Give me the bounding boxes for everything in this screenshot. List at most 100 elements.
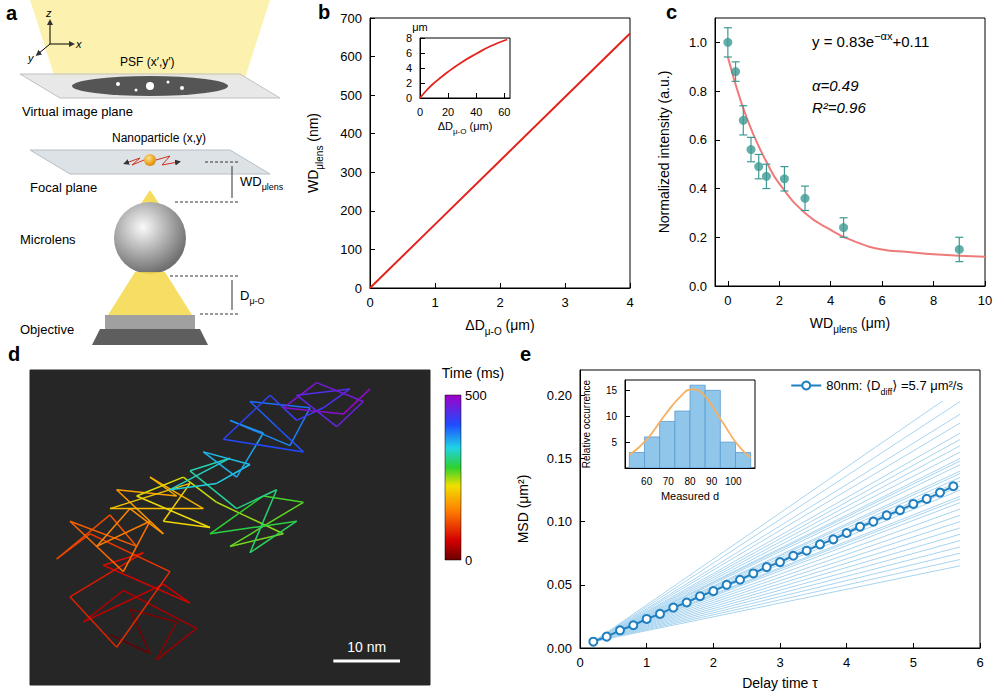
svg-text:0.15: 0.15	[547, 451, 572, 466]
svg-text:5: 5	[611, 437, 617, 448]
svg-text:3: 3	[776, 655, 783, 670]
svg-text:8: 8	[406, 32, 412, 44]
svg-text:500: 500	[465, 388, 487, 403]
svg-text:WD: WD	[305, 170, 321, 193]
svg-text:(μm): (μm)	[502, 317, 535, 333]
svg-text:100: 100	[340, 242, 362, 257]
svg-text:6: 6	[879, 293, 886, 308]
svg-text:100: 100	[725, 476, 742, 487]
svg-text:0.2: 0.2	[689, 230, 707, 245]
svg-text:1: 1	[431, 295, 438, 310]
svg-text:1.0: 1.0	[689, 35, 707, 50]
svg-text:(μm): (μm)	[466, 120, 492, 132]
svg-text:2: 2	[406, 77, 412, 89]
svg-text:Focal plane: Focal plane	[30, 180, 97, 195]
svg-text:0.6: 0.6	[689, 132, 707, 147]
svg-text:60: 60	[498, 106, 510, 118]
svg-text:0.10: 0.10	[547, 514, 572, 529]
svg-text:Relative occurrence: Relative occurrence	[581, 379, 592, 468]
svg-text:Microlens: Microlens	[20, 232, 76, 247]
svg-text:b: b	[318, 1, 330, 23]
svg-text:a: a	[6, 2, 18, 24]
svg-text:μ-O: μ-O	[453, 127, 467, 136]
svg-text:10: 10	[978, 293, 992, 308]
svg-text:0: 0	[576, 655, 583, 670]
svg-text:MSD (μm²): MSD (μm²)	[515, 475, 531, 544]
svg-text:6: 6	[406, 47, 412, 59]
svg-text:0: 0	[417, 106, 423, 118]
svg-text:0.05: 0.05	[547, 577, 572, 592]
svg-text:10: 10	[606, 411, 618, 422]
svg-text:600: 600	[340, 49, 362, 64]
svg-text:6: 6	[976, 655, 983, 670]
svg-text:4: 4	[406, 62, 412, 74]
svg-text:Normalized intensity (a.u.): Normalized intensity (a.u.)	[656, 71, 672, 234]
svg-text:y: y	[27, 52, 35, 64]
svg-text:2: 2	[496, 295, 503, 310]
svg-text:90: 90	[706, 476, 718, 487]
svg-text:8: 8	[930, 293, 937, 308]
svg-text:0.00: 0.00	[547, 641, 572, 656]
svg-text:Time (ms): Time (ms)	[442, 365, 504, 381]
svg-text:Dμ-O: Dμ-O	[240, 288, 265, 306]
svg-text:y = 0.83e: y = 0.83e	[812, 33, 874, 50]
svg-text:c: c	[666, 1, 677, 23]
svg-text:0: 0	[724, 293, 731, 308]
svg-text:Virtual image plane: Virtual image plane	[22, 104, 133, 119]
svg-text:(nm): (nm)	[305, 113, 321, 146]
svg-text:0: 0	[366, 295, 373, 310]
svg-text:400: 400	[340, 126, 362, 141]
svg-text:700: 700	[340, 11, 362, 26]
svg-text:80: 80	[684, 476, 696, 487]
svg-text:x: x	[75, 38, 82, 50]
svg-text:500: 500	[340, 88, 362, 103]
svg-text:0.0: 0.0	[689, 279, 707, 294]
svg-text:e: e	[520, 343, 531, 365]
svg-text:R²=0.96: R²=0.96	[812, 99, 866, 116]
svg-text:60: 60	[641, 476, 653, 487]
svg-text:d: d	[8, 343, 20, 365]
svg-text:WDμlens: WDμlens	[240, 174, 284, 192]
svg-text:α=0.49: α=0.49	[812, 77, 859, 94]
svg-text:WD: WD	[810, 315, 833, 331]
svg-text:μlens: μlens	[314, 146, 325, 170]
svg-text:Nanoparticle (x,y): Nanoparticle (x,y)	[112, 131, 206, 145]
svg-text:PSF (x′,y′): PSF (x′,y′)	[120, 55, 175, 69]
svg-text:μ-O: μ-O	[485, 326, 502, 337]
svg-text:300: 300	[340, 165, 362, 180]
svg-text:15: 15	[606, 385, 618, 396]
svg-text:0: 0	[406, 92, 412, 104]
svg-text:0.8: 0.8	[689, 84, 707, 99]
svg-text:μm: μm	[412, 21, 428, 33]
svg-text:4: 4	[626, 295, 633, 310]
svg-text:z: z	[45, 7, 52, 19]
svg-text:0: 0	[355, 281, 362, 296]
svg-text:diff: diff	[880, 387, 892, 397]
svg-text:3: 3	[561, 295, 568, 310]
svg-text:4: 4	[843, 655, 850, 670]
svg-text:⟩ =5.7 μm²/s: ⟩ =5.7 μm²/s	[892, 378, 963, 393]
svg-text:(μm): (μm)	[857, 315, 890, 331]
svg-text:80nm: ⟨D: 80nm: ⟨D	[826, 378, 880, 393]
svg-text:5: 5	[910, 655, 917, 670]
svg-text:10 nm: 10 nm	[347, 639, 386, 655]
svg-text:2: 2	[710, 655, 717, 670]
svg-text:70: 70	[663, 476, 675, 487]
svg-text:ΔD: ΔD	[438, 120, 453, 132]
svg-text:ΔD: ΔD	[465, 317, 484, 333]
svg-text:2: 2	[776, 293, 783, 308]
svg-text:0: 0	[465, 553, 472, 568]
svg-text:Measured d: Measured d	[661, 490, 719, 502]
svg-text:Objective: Objective	[20, 322, 74, 337]
svg-text:0.4: 0.4	[689, 181, 707, 196]
svg-text:20: 20	[442, 106, 454, 118]
svg-text:+0.11: +0.11	[892, 33, 929, 50]
svg-text:4: 4	[827, 293, 834, 308]
svg-text:0.20: 0.20	[547, 388, 572, 403]
svg-text:40: 40	[470, 106, 482, 118]
svg-text:−αx: −αx	[874, 30, 893, 42]
svg-text:μlens: μlens	[833, 324, 857, 335]
svg-text:1: 1	[643, 655, 650, 670]
svg-text:Delay time τ: Delay time τ	[742, 675, 818, 691]
svg-text:200: 200	[340, 203, 362, 218]
